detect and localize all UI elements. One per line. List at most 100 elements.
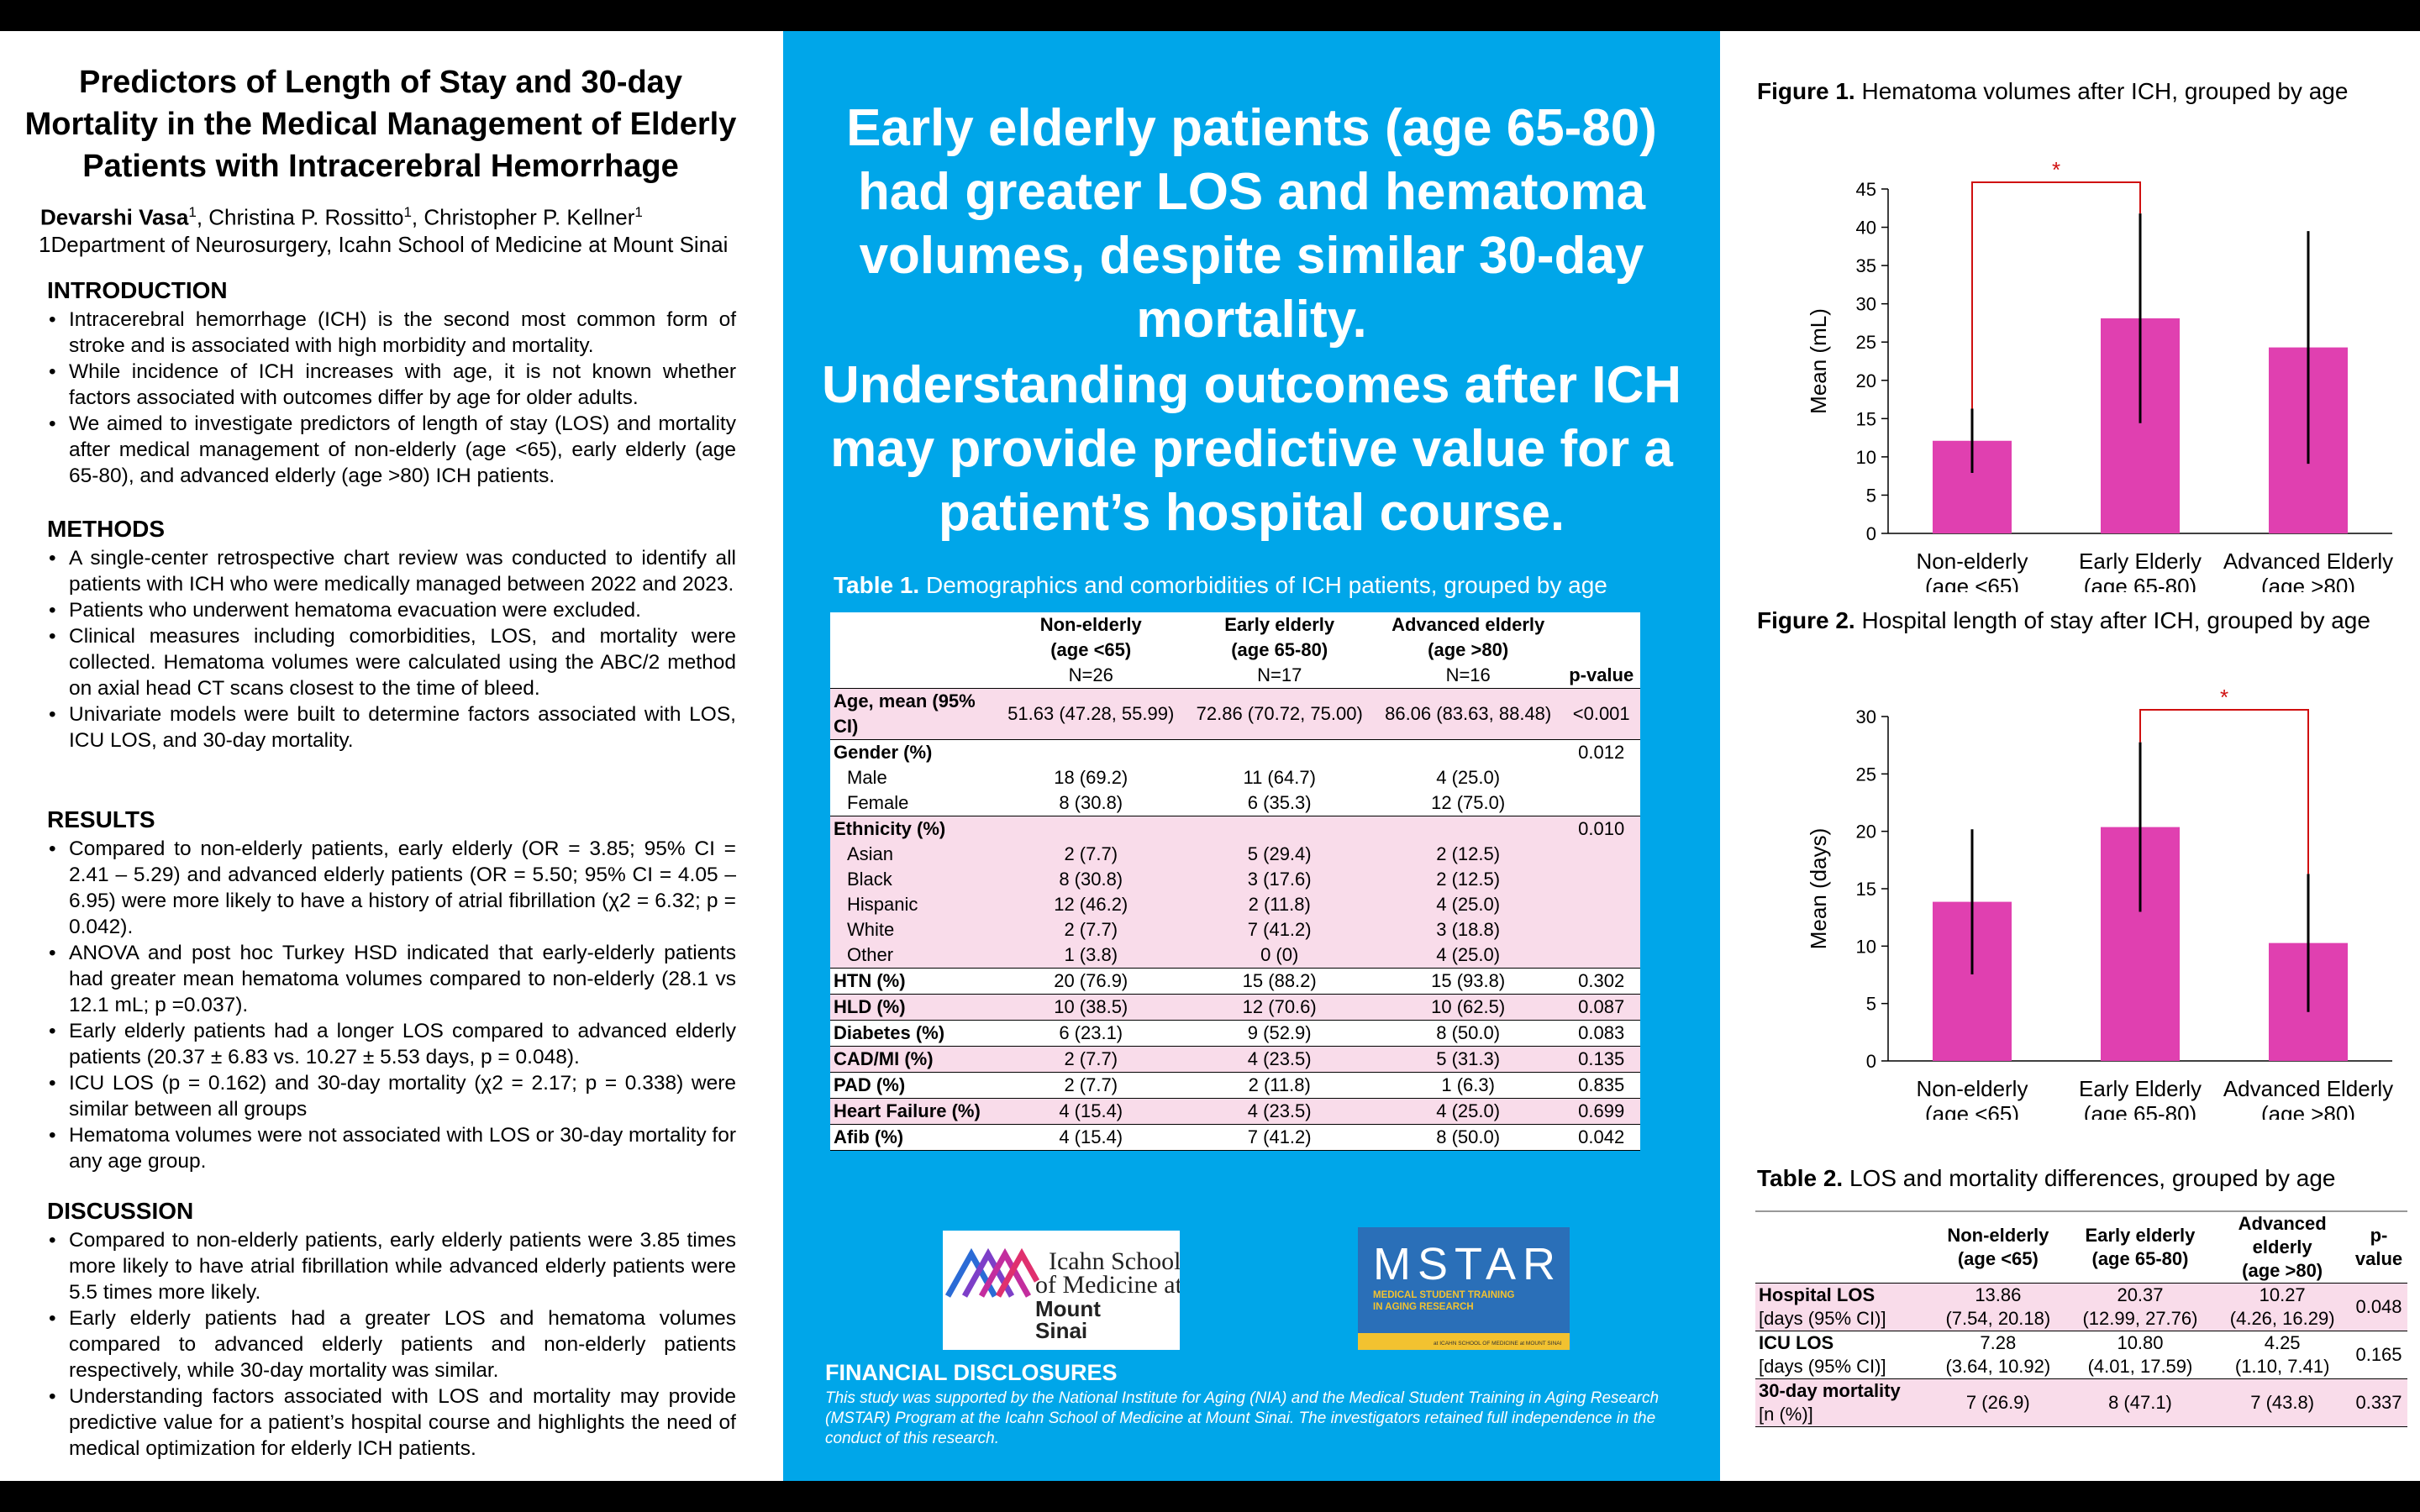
middle-column: Early elderly patients (age 65-80) had g…: [783, 31, 1720, 1481]
bullet-item: Hematoma volumes were not associated wit…: [47, 1122, 736, 1174]
bullet-item: A single-center retrospective chart revi…: [47, 545, 736, 597]
logo-text: Mount: [1035, 1296, 1101, 1321]
x-tick-label: Advanced Elderly: [2223, 549, 2393, 574]
row-label: Age, mean (95% CI): [830, 688, 997, 740]
header-line: (age >80): [2242, 1260, 2323, 1281]
table-row: Heart Failure (%) 4 (15.4) 4 (23.5) 4 (25.0…: [830, 1098, 1640, 1125]
poster: Predictors of Length of Stay and 30-day …: [0, 31, 2420, 1481]
header-line: N=26: [1068, 664, 1113, 685]
author-sup: 1: [634, 204, 643, 220]
table-cell: 13.86 (7.54, 20.18): [1930, 1284, 2066, 1331]
table-cell: 2 (11.8): [1185, 1072, 1374, 1099]
table-row: CAD/MI (%) 2 (7.7) 4 (23.5) 5 (31.3) 0.135: [830, 1046, 1640, 1073]
introduction-section: INTRODUCTION Intracerebral hemorrhage (I…: [47, 276, 736, 489]
author-name: Christina P. Rossitto: [208, 204, 404, 230]
headline-secondary: Understanding outcomes after ICH may pro…: [821, 356, 1682, 542]
table-cell: [1562, 765, 1640, 790]
table-header-cell: Non-elderly (age <65): [1930, 1211, 2066, 1284]
y-tick-label: 45: [1856, 179, 1876, 200]
mstar-footer: at ICAHN SCHOOL OF MEDICINE at MOUNT SIN…: [1434, 1341, 1562, 1347]
table-cell: 1 (6.3): [1373, 1072, 1563, 1099]
bullet-list: A single-center retrospective chart revi…: [47, 545, 736, 753]
results-section: RESULTS Compared to non-elderly patients…: [47, 806, 736, 1174]
table-cell: 1 (3.8): [1064, 944, 1118, 965]
table-cell: 7.28 (3.64, 10.92): [1930, 1331, 2066, 1379]
bullet-item: Understanding factors associated with LO…: [47, 1383, 736, 1462]
x-tick-label: Non-elderly: [1917, 1076, 2028, 1101]
length-of-stay-chart: 0 5 10 15 20 25 30 Mean (days) Non-elderly(age <…: [1806, 685, 2393, 1120]
y-tick-label: 5: [1866, 485, 1876, 506]
header-line: (age 65-80): [2091, 1248, 2189, 1269]
header-line: Advanced elderly: [1392, 614, 1545, 635]
table-cell: 10 (38.5): [997, 994, 1186, 1021]
table-cell: 6 (35.3): [1247, 792, 1312, 813]
methods-section: METHODS A single-center retrospective ch…: [47, 515, 736, 753]
cell-line: 8 (47.1): [2108, 1392, 2172, 1413]
table-header-row: Non-elderly (age <65) N=26 Early elderly (a…: [830, 612, 1640, 689]
bullet-item: Patients who underwent hematoma evacuati…: [47, 597, 736, 623]
header-line: Early elderly: [2085, 1225, 2196, 1246]
table-row: Other 1 (3.8) 0 (0) 4 (25.0): [830, 942, 1640, 969]
right-column: Figure 1. Hematoma volumes after ICH, gr…: [1720, 31, 2420, 1481]
y-tick-label: 0: [1866, 523, 1876, 544]
table-cell: 0.135: [1562, 1046, 1640, 1073]
table-cell: 4 (25.0): [1436, 894, 1501, 915]
figure1-caption: Figure 1. Hematoma volumes after ICH, gr…: [1757, 78, 2348, 105]
table1-caption: Table 1. Demographics and comorbidities …: [834, 572, 1607, 599]
table-cell: 4.25 (1.10, 7.41): [2214, 1331, 2350, 1379]
figure2-caption: Figure 2. Hospital length of stay after …: [1757, 607, 2370, 634]
row-label: Hospital LOS [days (95% CI)]: [1755, 1284, 1930, 1331]
bullet-item: ICU LOS (p = 0.162) and 30-day mortality…: [47, 1070, 736, 1122]
table-cell: 51.63 (47.28, 55.99): [997, 688, 1186, 740]
financial-text: This study was supported by the National…: [825, 1389, 1660, 1447]
mstar-subtitle: IN AGING RESEARCH: [1373, 1302, 1474, 1312]
bullet-item: Intracerebral hemorrhage (ICH) is the se…: [47, 307, 736, 359]
demographics-table: Non-elderly (age <65) N=26 Early elderly (a…: [830, 612, 1640, 1151]
table-header-cell: p-value: [2350, 1211, 2407, 1284]
row-label: White: [847, 919, 895, 940]
bullet-list: Compared to non-elderly patients, early …: [47, 1227, 736, 1462]
x-tick-label: (age >80): [2261, 1101, 2355, 1120]
table-cell: [997, 739, 1186, 765]
cell-line: (1.10, 7.41): [2234, 1356, 2330, 1377]
icahn-logo: Icahn School of Medicine at Mount Sinai: [943, 1231, 1183, 1350]
table-header-cell: Non-elderly (age <65) N=26: [997, 612, 1185, 689]
row-label: Male: [847, 767, 887, 788]
table-row: HTN (%) 20 (76.9) 15 (88.2) 15 (93.8) 0.302: [830, 968, 1640, 995]
table-header-cell: Early elderly (age 65-80): [2066, 1211, 2215, 1284]
table-row: Asian 2 (7.7) 5 (29.4) 2 (12.5): [830, 842, 1640, 867]
table-cell: 4 (15.4): [997, 1124, 1186, 1151]
table-row: Diabetes (%) 6 (23.1) 9 (52.9) 8 (50.0) 0.08…: [830, 1020, 1640, 1047]
header-line: (age 65-80): [1231, 639, 1328, 660]
row-label: Afib (%): [830, 1124, 997, 1151]
bullet-item: Clinical measures including comorbiditie…: [47, 623, 736, 701]
y-tick-label: 10: [1856, 936, 1876, 957]
y-axis-label: Mean (days): [1806, 828, 1831, 950]
table-cell: 5 (29.4): [1247, 843, 1312, 864]
cell-line: 10.27: [2259, 1284, 2306, 1305]
table-cell: 72.86 (70.72, 75.00): [1185, 688, 1374, 740]
row-label: HLD (%): [830, 994, 997, 1021]
table-cell: 0 (0): [1260, 944, 1299, 965]
table-header-row: Non-elderly (age <65) Early elderly (age 6…: [1755, 1211, 2407, 1284]
table1-body: Age, mean (95% CI) 51.63 (47.28, 55.99) 72…: [830, 688, 1640, 1151]
table-cell: 3 (17.6): [1247, 869, 1312, 890]
table-cell: 2 (12.5): [1436, 869, 1501, 890]
cell-line: 10.80: [2117, 1332, 2164, 1353]
x-tick-label: Early Elderly: [2079, 1076, 2202, 1101]
bullet-item: Univariate models were built to determin…: [47, 701, 736, 753]
table-row: Black 8 (30.8) 3 (17.6) 2 (12.5): [830, 867, 1640, 892]
bullet-item: Early elderly patients had a longer LOS …: [47, 1018, 736, 1070]
bullet-item: ANOVA and post hoc Turkey HSD indicated …: [47, 940, 736, 1018]
y-tick-label: 25: [1856, 764, 1876, 785]
figure1-caption-label: Figure 1.: [1757, 78, 1855, 104]
table-cell: 7 (41.2): [1185, 1124, 1374, 1151]
table-cell: 8 (50.0): [1373, 1020, 1563, 1047]
y-tick-label: 20: [1856, 370, 1876, 391]
header-line: Early elderly: [1224, 614, 1335, 635]
table2-caption-text: LOS and mortality differences, grouped b…: [1843, 1165, 2336, 1191]
row-label-main: Hospital LOS: [1759, 1284, 1876, 1305]
table-cell: 20.37 (12.99, 27.76): [2066, 1284, 2215, 1331]
y-tick-label: 15: [1856, 879, 1876, 900]
left-column: Predictors of Length of Stay and 30-day …: [0, 31, 781, 1481]
